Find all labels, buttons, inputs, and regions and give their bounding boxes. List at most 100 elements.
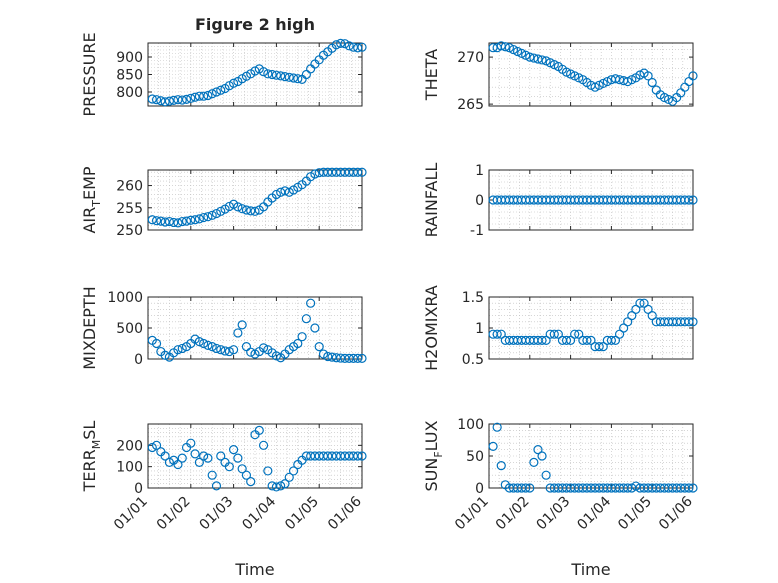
data-point xyxy=(224,346,234,357)
data-point xyxy=(246,347,256,357)
data-point xyxy=(211,343,222,354)
data-point xyxy=(186,93,196,103)
data-point xyxy=(160,350,170,360)
x-tick-label: 01/06 xyxy=(656,493,696,533)
data-series-mixdepth xyxy=(147,298,367,363)
data-point xyxy=(496,329,506,339)
data-point xyxy=(181,216,192,226)
y-axis-label: H2OMIXRA xyxy=(422,285,441,371)
data-point xyxy=(199,338,209,349)
data-point xyxy=(271,351,281,361)
y-tick-label: 270 xyxy=(457,50,484,66)
data-point xyxy=(496,461,506,471)
data-point xyxy=(327,352,337,362)
data-point xyxy=(164,96,174,106)
data-point xyxy=(598,342,608,352)
data-point xyxy=(635,298,645,308)
axes-box xyxy=(488,42,694,107)
data-series-theta xyxy=(488,41,698,106)
data-point xyxy=(151,338,162,349)
data-point xyxy=(586,335,596,345)
y-axis-label: SUNFLUX xyxy=(422,420,445,491)
y-axis-label: RAINFALL xyxy=(422,163,441,238)
subplot-h2omixra: 0.5 1 1.5 H2OMIXRA xyxy=(422,285,698,371)
x-tick-label: 01/03 xyxy=(534,494,574,534)
data-point xyxy=(160,97,170,107)
data-point xyxy=(147,442,157,453)
data-point xyxy=(233,453,243,463)
data-point xyxy=(537,55,547,65)
y-tick-label: 0 xyxy=(134,352,143,368)
y-tick-label: 265 xyxy=(457,97,484,113)
data-point xyxy=(631,304,641,314)
data-point xyxy=(216,451,226,461)
data-series-rainfall xyxy=(488,195,698,205)
data-point xyxy=(147,215,157,225)
y-axis-label-sub: F xyxy=(432,451,445,457)
x-tick-label: 01/01 xyxy=(452,494,492,534)
data-point xyxy=(241,342,252,352)
data-point xyxy=(353,167,363,177)
grid-x xyxy=(147,424,363,488)
data-point xyxy=(207,210,217,220)
y-tick-label: 260 xyxy=(116,179,143,195)
data-point xyxy=(488,441,498,451)
data-point xyxy=(570,329,580,339)
data-series-pressure xyxy=(147,38,367,107)
data-point xyxy=(574,329,584,339)
data-point xyxy=(151,216,162,226)
data-point xyxy=(177,95,187,105)
data-point xyxy=(344,41,354,51)
data-point xyxy=(271,70,281,80)
y-tick-label: -1 xyxy=(470,223,484,239)
data-point xyxy=(533,445,543,455)
data-point xyxy=(237,464,247,474)
data-point xyxy=(169,217,179,228)
data-point xyxy=(194,214,204,224)
data-point xyxy=(340,39,350,49)
data-point xyxy=(160,451,170,461)
data-point xyxy=(647,311,657,321)
data-point xyxy=(173,459,183,470)
x-axis-label: Time xyxy=(570,560,610,579)
data-point xyxy=(216,206,226,216)
data-point xyxy=(688,483,698,493)
data-point xyxy=(237,204,247,214)
data-point xyxy=(684,317,694,327)
data-point xyxy=(353,43,363,53)
data-point xyxy=(565,335,576,345)
data-point xyxy=(288,73,299,83)
y-axis-label-main: TERR xyxy=(80,449,99,492)
x-tick-label: 01/04 xyxy=(239,493,279,533)
x-tick-label: 01/01 xyxy=(111,494,151,534)
data-point xyxy=(357,353,367,363)
data-point xyxy=(541,470,551,480)
data-point xyxy=(211,208,222,219)
data-point xyxy=(549,329,559,339)
y-axis-label-rest: SL xyxy=(80,421,99,440)
data-point xyxy=(229,345,239,355)
y-axis-label-main: SUN xyxy=(422,458,441,492)
data-point xyxy=(246,206,256,216)
data-point xyxy=(561,335,572,345)
x-tick-label: 01/02 xyxy=(493,494,533,534)
y-axis-label-main: AIR xyxy=(80,207,99,234)
data-point xyxy=(267,69,277,80)
data-point xyxy=(271,189,281,200)
data-point xyxy=(194,337,204,347)
data-point xyxy=(553,329,563,339)
data-point xyxy=(643,71,653,81)
data-point xyxy=(331,353,341,363)
data-series-sun_flux xyxy=(488,422,698,493)
data-point xyxy=(199,451,209,461)
data-point xyxy=(537,335,547,345)
y-tick-label: 0 xyxy=(475,481,484,497)
subplot-air_temp: 250 255 260 AIRTEMP xyxy=(80,166,367,239)
data-series-h2omixra xyxy=(488,298,698,352)
data-point xyxy=(684,76,694,87)
x-tick-label: 01/04 xyxy=(574,493,614,533)
data-point xyxy=(181,94,192,104)
data-point xyxy=(220,346,230,356)
